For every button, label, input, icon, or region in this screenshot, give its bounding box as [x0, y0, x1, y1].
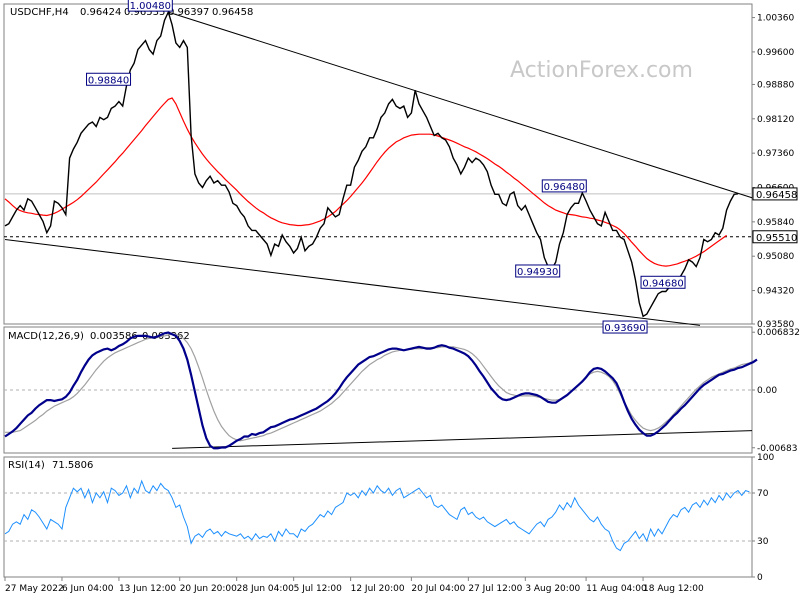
x-tick-label: 27 Jul 12:00: [468, 584, 522, 594]
falling-resistance-line: [168, 11, 753, 199]
y-tick-label: 0: [757, 573, 763, 583]
rsi-header-value: 71.5806: [52, 460, 93, 471]
price-header: USDCHF,H4 0.96424 0.96535 0.96397 0.9645…: [10, 7, 253, 18]
annotation-box: [640, 275, 686, 289]
annotation-label: 1.00480: [130, 1, 171, 12]
macd-header-signal: 0.003362: [142, 331, 190, 342]
rsi-header-name: RSI(14): [8, 460, 45, 471]
rsi-line: [4, 479, 750, 552]
x-tick-label: 13 Jun 12:00: [119, 584, 176, 594]
annotation-label: 0.98840: [88, 75, 129, 86]
macd-line: [4, 331, 758, 450]
price-boxes: 0.96458 0.95510: [752, 187, 798, 244]
price-header-high: 0.96535: [124, 7, 165, 18]
x-tick-label: 11 Aug 04:00: [586, 584, 647, 594]
y-axis-ticks: 1.003600.996000.988800.981200.973600.966…: [752, 14, 800, 583]
panel-frames: [3, 3, 753, 578]
y-tick-label: 0.95080: [757, 252, 794, 262]
x-tick-label: 6 Jun 04:00: [62, 584, 114, 594]
moving-average-line: [4, 97, 727, 267]
support-level-label: 0.95510: [756, 233, 797, 244]
annotation-box: [602, 320, 648, 334]
support-level-box: [752, 230, 798, 244]
y-tick-label: 30: [757, 537, 769, 547]
x-tick-label: 27 May 2022: [5, 584, 64, 594]
y-tick-label: 0.95840: [757, 218, 794, 228]
annotation-box: [515, 264, 561, 278]
annotation-label: 0.93690: [604, 323, 645, 334]
annotation-label: 0.94930: [517, 267, 558, 278]
annotation-label: 0.94680: [642, 278, 683, 289]
current-price-label: 0.96458: [756, 190, 797, 201]
macd-header-name: MACD(12,26,9): [8, 331, 84, 342]
macd-header-value: 0.003586: [90, 331, 138, 342]
price-header-low: 0.96397: [168, 7, 209, 18]
price-header-open: 0.96424: [80, 7, 121, 18]
y-tick-label: 0.98120: [757, 115, 794, 125]
price-panel-frame: [3, 3, 753, 325]
y-tick-label: 100: [757, 453, 774, 463]
macd-signal-line: [5, 333, 754, 442]
y-tick-label: -0.00683: [757, 444, 797, 454]
annotation-box: [541, 179, 587, 193]
y-tick-label: 0.97360: [757, 149, 794, 159]
y-tick-label: 0.94320: [757, 287, 794, 297]
y-tick-label: 0.00: [757, 386, 777, 396]
annotation-box: [127, 0, 173, 12]
y-tick-label: 0.006832: [757, 328, 800, 338]
y-tick-label: 0.98880: [757, 80, 794, 90]
x-tick-label: 20 Jun 20:00: [180, 584, 237, 594]
rsi-header: RSI(14) 71.5806: [8, 460, 93, 471]
x-tick-label: 20 Jul 04:00: [411, 584, 465, 594]
rsi-panel-frame: [3, 456, 753, 578]
annotation-box: [86, 72, 132, 86]
current-price-box: [752, 187, 798, 201]
x-tick-label: 28 Jun 04:00: [237, 584, 294, 594]
price-header-symbol: USDCHF,H4: [10, 7, 69, 18]
level-lines: [4, 193, 752, 542]
falling-support-line: [4, 238, 701, 326]
x-tick-label: 18 Aug 12:00: [643, 584, 704, 594]
y-tick-label: 1.00360: [757, 14, 794, 24]
annotations: 1.00480 0.98840 0.96480 0.94930 0.94680 0.936…: [86, 0, 686, 334]
y-tick-label: 0.93580: [757, 320, 794, 330]
annotation-label: 0.96480: [544, 182, 585, 193]
watermark: ActionForex.com: [510, 58, 693, 83]
series-lines: [4, 10, 758, 552]
macd-header: MACD(12,26,9) 0.003586 0.003362: [8, 331, 190, 342]
price-header-close: 0.96458: [212, 7, 253, 18]
x-tick-label: 3 Aug 20:00: [525, 584, 580, 594]
y-tick-label: 70: [757, 489, 769, 499]
x-tick-label: 5 Jul 12:00: [294, 584, 343, 594]
y-tick-label: 0.99600: [757, 48, 794, 58]
x-tick-label: 12 Jul 20:00: [351, 584, 405, 594]
